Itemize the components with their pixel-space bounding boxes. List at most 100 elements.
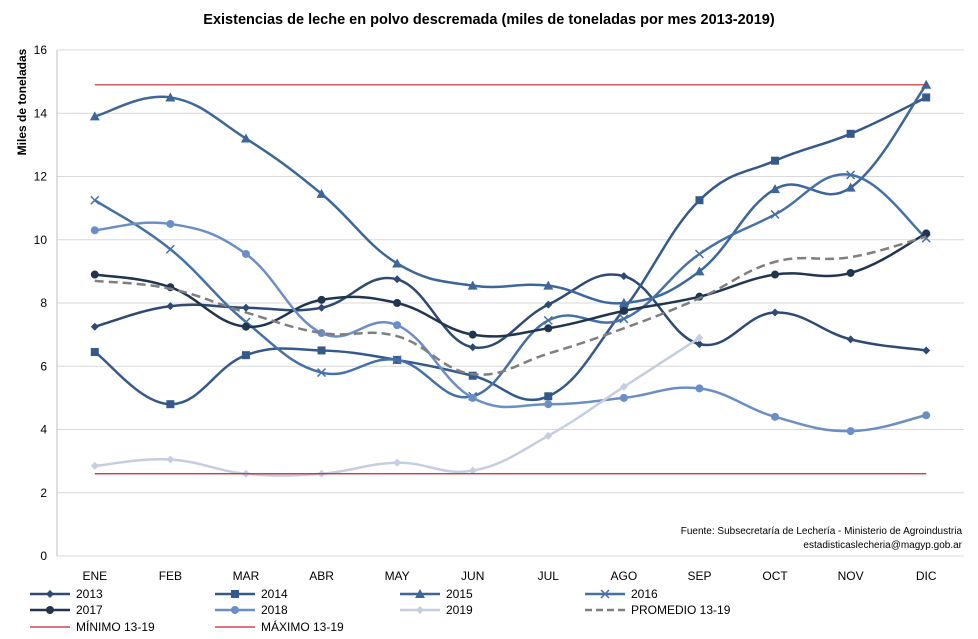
data-point	[544, 431, 553, 440]
data-point	[392, 355, 402, 365]
legend-marker	[600, 589, 610, 599]
series-line	[94, 235, 927, 376]
legend-item: PROMEDIO 13-19	[585, 603, 731, 617]
data-point	[90, 195, 100, 205]
data-point	[468, 466, 477, 475]
data-point	[695, 340, 704, 349]
legend-label: 2016	[631, 587, 658, 601]
legend-marker	[415, 589, 425, 598]
data-point	[393, 321, 402, 330]
y-tick-label: 12	[34, 170, 48, 184]
y-tick-labels: 0 2 4 6 8 10 12 14 16	[34, 43, 48, 563]
data-point	[241, 249, 250, 258]
data-point	[846, 268, 855, 277]
series-line	[94, 232, 927, 338]
data-point	[544, 400, 553, 409]
y-tick-label: 16	[34, 43, 48, 57]
data-point	[695, 196, 704, 205]
data-point	[90, 348, 99, 357]
x-tick-label: JUN	[461, 569, 484, 583]
data-point	[317, 346, 326, 355]
x-marker-stroke	[770, 209, 780, 219]
data-point	[771, 156, 780, 165]
data-point	[619, 382, 628, 391]
x-tick-label: MAR	[233, 569, 260, 583]
data-point	[619, 272, 628, 281]
data-point	[317, 329, 326, 338]
data-point	[90, 322, 99, 331]
data-point	[90, 461, 99, 470]
legend-item: 2013	[30, 587, 103, 601]
data-point	[90, 270, 99, 279]
data-point	[846, 170, 856, 180]
data-point	[922, 93, 931, 102]
data-point	[771, 412, 780, 421]
x-tick-label: ENE	[82, 569, 107, 583]
legend-item: 2016	[585, 587, 658, 601]
x-tick-label: FEB	[159, 569, 182, 583]
y-tick-label: 10	[34, 233, 48, 247]
data-point	[544, 324, 553, 333]
legend-item: 2017	[30, 603, 103, 617]
data-point	[468, 343, 477, 352]
data-point	[846, 335, 855, 344]
data-point	[619, 314, 629, 324]
data-point	[89, 111, 100, 121]
legend-marker	[46, 606, 54, 614]
y-tick-label: 2	[40, 486, 47, 500]
data-point	[922, 411, 931, 420]
x-marker-stroke	[392, 355, 402, 365]
series-line	[94, 336, 701, 477]
data-point	[241, 322, 250, 331]
x-tick-label: MAY	[385, 569, 410, 583]
series-line	[94, 221, 927, 433]
legend-label: 2018	[261, 603, 288, 617]
data-point	[543, 280, 554, 290]
legend-item: 2019	[400, 603, 473, 617]
y-tick-label: 8	[40, 296, 47, 310]
legend-marker	[231, 590, 239, 598]
data-point	[619, 306, 628, 315]
data-point	[770, 209, 780, 219]
data-point	[468, 393, 477, 402]
x-tick-label: DIC	[916, 569, 937, 583]
legend-item: 2018	[215, 603, 288, 617]
data-point	[846, 129, 855, 138]
data-point	[695, 333, 704, 342]
data-point	[845, 182, 856, 192]
x-tick-label: ABR	[309, 569, 334, 583]
data-point	[618, 298, 629, 307]
source-annotation: Fuente: Subsecretaría de Lechería - Mini…	[681, 526, 963, 537]
data-point	[846, 427, 855, 436]
chart-title: Existencias de leche en polvo descremada…	[203, 12, 775, 28]
series-2019	[90, 333, 704, 478]
legend-marker	[231, 606, 239, 614]
data-point	[90, 226, 99, 235]
series-line	[94, 84, 928, 305]
y-tick-label: 0	[40, 549, 47, 563]
data-point	[619, 393, 628, 402]
x-marker-stroke	[846, 170, 856, 180]
legend-label: 2015	[446, 587, 473, 601]
x-marker-stroke	[90, 195, 100, 205]
data-point	[694, 266, 705, 276]
x-tick-labels: ENE FEB MAR ABR MAY JUN JUL AGO SEP OCT NOV DIC	[82, 569, 936, 583]
x-marker-stroke	[694, 249, 704, 259]
legend-item: 2014	[215, 587, 288, 601]
data-point	[165, 92, 176, 102]
data-point	[544, 300, 553, 309]
series-2017	[90, 229, 931, 339]
legend-item: MÁXIMO 13-19	[215, 619, 344, 634]
series-2015	[89, 79, 932, 307]
data-point	[544, 392, 553, 401]
series-lines	[89, 79, 932, 478]
data-point	[317, 368, 327, 378]
legend: 2013 2014 2015 2016 2017 2018 2019 PROMEDIO 13-…	[30, 587, 731, 634]
x-marker-stroke	[619, 314, 629, 324]
data-point	[241, 351, 250, 360]
data-point	[317, 303, 326, 312]
data-point	[316, 188, 327, 198]
data-point	[694, 249, 704, 259]
data-point	[771, 270, 780, 279]
